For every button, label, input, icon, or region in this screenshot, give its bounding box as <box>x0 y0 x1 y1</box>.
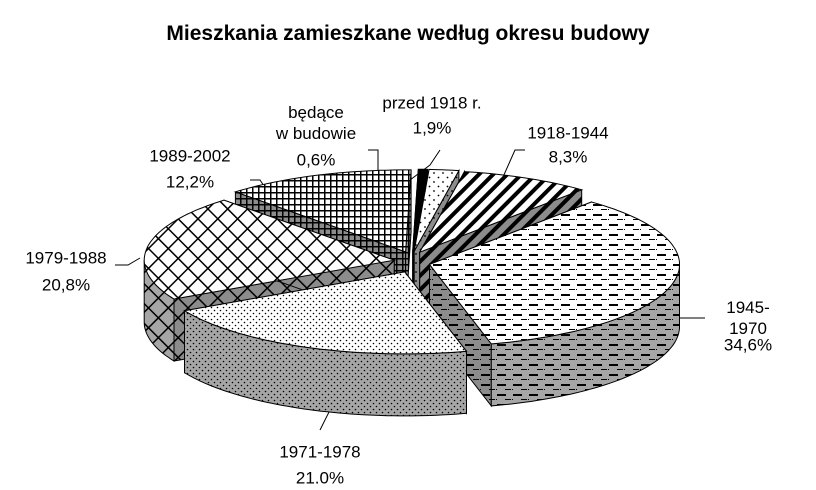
slice-label: przed 1918 r. <box>382 93 482 113</box>
value-label: 8,3% <box>548 147 588 167</box>
slice-top <box>183 271 468 355</box>
value-label: 12,2% <box>165 172 215 192</box>
slice-top <box>413 168 460 252</box>
leader-line <box>409 149 441 181</box>
slice-label: 1918-1944 <box>527 123 609 143</box>
value-label: 21.0% <box>295 468 345 488</box>
leader-line <box>115 257 141 266</box>
slice-top <box>428 201 680 345</box>
value-label: 1,9% <box>412 118 452 138</box>
value-label: 0,6% <box>296 150 336 170</box>
slice-label: 1971-1978 <box>279 442 361 462</box>
slice-top <box>143 199 397 300</box>
slice-top <box>412 168 429 252</box>
slice-label: 1945-1970 <box>726 298 770 338</box>
chart-title: Mieszkania zamieszkane według okresu bud… <box>166 22 650 45</box>
slice-top <box>418 171 584 254</box>
slice-label: 1989-2002 <box>149 146 231 166</box>
value-label: 34,6% <box>723 335 773 355</box>
slice-label: będące w budowie <box>275 103 357 143</box>
slice-top <box>233 169 412 253</box>
value-label: 20,8% <box>41 275 91 295</box>
slice-label: 1979-1988 <box>25 248 107 268</box>
